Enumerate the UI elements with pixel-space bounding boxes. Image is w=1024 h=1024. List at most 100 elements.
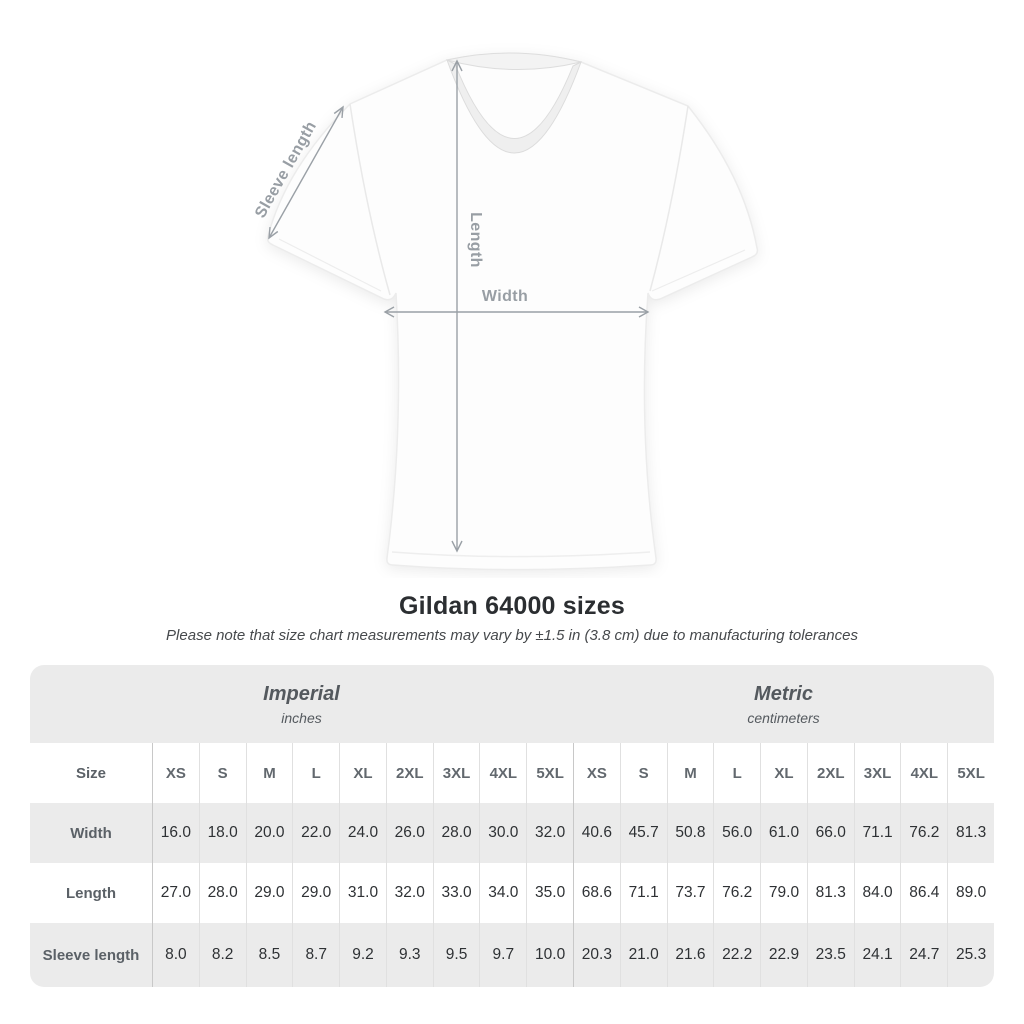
table-cell: 9.3 [385,923,433,987]
table-cell: 9.7 [479,923,526,987]
size-header-cell: 2XL [385,743,433,803]
table-cell: 40.6 [573,803,620,863]
length-label: Length [467,212,484,268]
table-cell: 24.1 [853,923,901,987]
tshirt-measurement-diagram: Sleeve length Length Width [252,52,759,571]
size-header-cell: 4XL [900,743,947,803]
table-cell: 81.3 [947,803,994,863]
table-cell: 50.8 [666,803,714,863]
width-arrow [383,306,650,318]
tolerance-note: Please note that size chart measurements… [166,627,858,644]
table-cell: 61.0 [760,803,807,863]
table-cell: 25.3 [947,923,994,987]
metric-label: Metric [754,682,813,705]
size-chart-table: Imperial inches Metric centimeters Size … [30,665,994,987]
row-label: Sleeve length [42,946,140,964]
table-cell: 24.7 [900,923,947,987]
table-cell: 84.0 [853,863,901,923]
size-header-cell: M [666,743,714,803]
table-cell: 21.0 [619,923,667,987]
table-cell: 73.7 [666,863,714,923]
table-cell: 56.0 [713,803,760,863]
size-header-cell: M [245,743,293,803]
table-cell: 81.3 [806,863,854,923]
table-cell: 28.0 [432,803,480,863]
table-cell: 21.6 [666,923,714,987]
hem-seam [391,551,651,558]
size-header-cell: 4XL [479,743,526,803]
table-cell: 9.2 [339,923,386,987]
tshirt-svg: Sleeve length Length Width [252,52,759,571]
table-cell: 9.5 [432,923,480,987]
unit-group-imperial: Imperial inches [30,665,573,743]
table-cell: 8.2 [198,923,246,987]
table-cell: 29.0 [292,863,339,923]
table-cell: 71.1 [619,863,667,923]
table-cell: 32.0 [385,863,433,923]
table-cell: 66.0 [806,803,854,863]
table-row-width: Width 16.0 18.0 20.0 22.0 24.0 26.0 28.0… [30,803,994,863]
size-header-cell: XL [760,743,807,803]
table-cell: 28.0 [198,863,246,923]
table-cell: 35.0 [526,863,573,923]
table-cell: 20.0 [245,803,293,863]
table-cell: 8.7 [292,923,339,987]
table-cell: 24.0 [339,803,386,863]
page-title: Gildan 64000 sizes [399,592,625,620]
sleeve-hem-seam-right [651,249,746,292]
unit-group-metric: Metric centimeters [573,665,994,743]
row-label: Width [70,824,112,842]
size-header-cell: S [198,743,246,803]
size-header-cell: 2XL [806,743,854,803]
table-cell: 34.0 [479,863,526,923]
length-arrow [451,59,463,553]
imperial-unit-label: inches [281,709,322,726]
sleeve-hem-seam-left [278,238,382,292]
size-column-header: Size [75,764,106,782]
table-cell: 8.5 [245,923,293,987]
row-label: Length [66,884,116,902]
table-cell: 86.4 [900,863,947,923]
armhole-seam-left [349,103,391,296]
imperial-label: Imperial [263,682,340,705]
table-cell: 18.0 [198,803,246,863]
size-header-row: Size XS S M L XL 2XL 3XL 4XL 5XL XS S M … [30,743,994,803]
table-cell: 22.0 [292,803,339,863]
table-cell: 79.0 [760,863,807,923]
table-cell: 8.0 [152,923,199,987]
table-cell: 68.6 [573,863,620,923]
table-row-sleeve-length: Sleeve length 8.0 8.2 8.5 8.7 9.2 9.3 9.… [30,923,994,987]
size-header-cell: XS [573,743,620,803]
size-header-cell: L [713,743,760,803]
table-cell: 10.0 [526,923,573,987]
sleeve-length-arrow [268,105,344,240]
table-cell: 45.7 [619,803,667,863]
table-cell: 71.1 [853,803,901,863]
table-cell: 29.0 [245,863,293,923]
size-header-cell: L [292,743,339,803]
table-cell: 16.0 [152,803,199,863]
table-cell: 26.0 [385,803,433,863]
size-header-cell: XL [339,743,386,803]
table-cell: 33.0 [432,863,480,923]
unit-header-band: Imperial inches Metric centimeters [30,665,994,743]
table-cell: 30.0 [479,803,526,863]
table-cell: 23.5 [806,923,854,987]
table-cell: 31.0 [339,863,386,923]
table-row-length: Length 27.0 28.0 29.0 29.0 31.0 32.0 33.… [30,863,994,923]
size-header-cell: 3XL [432,743,480,803]
table-cell: 76.2 [900,803,947,863]
table-cell: 22.2 [713,923,760,987]
table-cell: 27.0 [152,863,199,923]
size-header-cell: 5XL [526,743,573,803]
table-cell: 22.9 [760,923,807,987]
table-cell: 32.0 [526,803,573,863]
metric-unit-label: centimeters [747,709,820,726]
size-header-cell: XS [152,743,199,803]
table-cell: 76.2 [713,863,760,923]
table-cell: 20.3 [573,923,620,987]
table-cell: 89.0 [947,863,994,923]
armhole-seam-right [649,105,689,292]
tshirt-collar [446,58,582,154]
size-header-cell: 3XL [853,743,901,803]
